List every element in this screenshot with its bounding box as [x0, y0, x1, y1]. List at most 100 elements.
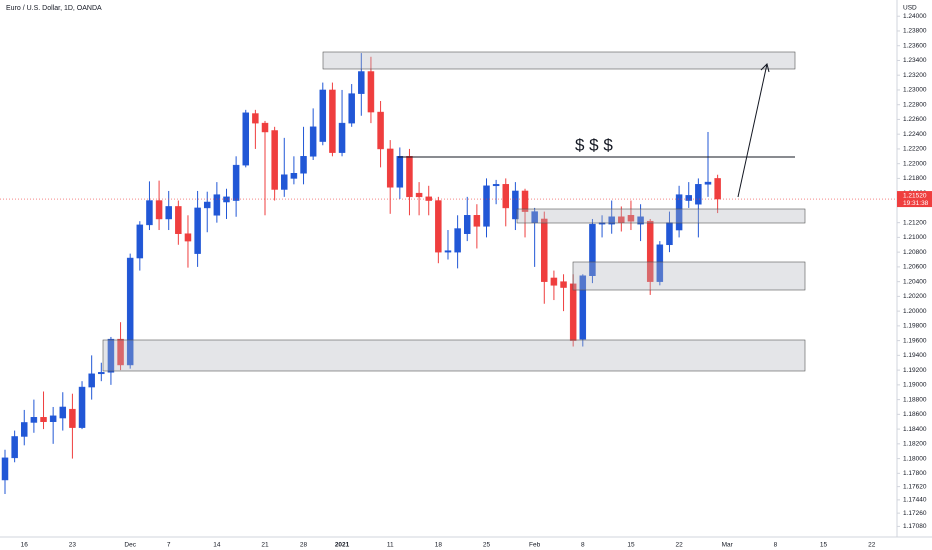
candle-body	[637, 216, 644, 225]
candle-body	[666, 222, 673, 246]
x-tick-label: Feb	[529, 542, 541, 549]
x-tick-label: 25	[483, 542, 491, 549]
axes: 1.24000 1.23800 1.23600 1.23400 1.23200 1.230…	[0, 13, 932, 549]
y-tick-label: 1.21200	[903, 219, 927, 226]
y-tick-label: 1.23800	[903, 28, 927, 35]
x-tick-label: 11	[387, 542, 394, 549]
x-tick-label: 15	[820, 542, 828, 549]
candle-body	[49, 415, 57, 422]
y-tick-label: 1.19800	[903, 323, 927, 330]
y-tick-label: 1.17080	[903, 523, 927, 530]
candle-body	[78, 386, 86, 428]
candle-body	[21, 422, 28, 437]
candle-body	[512, 190, 519, 220]
candle-body	[377, 111, 384, 150]
candle-body	[463, 215, 471, 234]
last-price-label: 1.21520	[903, 192, 927, 199]
candle-body	[252, 113, 259, 124]
candle-body	[271, 130, 278, 190]
y-tick-label: 1.18400	[903, 426, 927, 433]
y-tick-label: 1.19400	[903, 352, 927, 359]
candle-body	[261, 122, 269, 133]
x-tick-label: 14	[213, 542, 221, 549]
candle-body	[406, 156, 413, 198]
candle-body	[367, 71, 375, 113]
x-tick-label: 7	[167, 542, 171, 549]
candle-body	[309, 126, 317, 157]
candle-body	[40, 417, 47, 422]
candle-body	[203, 201, 211, 209]
candle-body	[541, 218, 548, 282]
candle-body	[30, 417, 38, 423]
y-tick-label: 1.23000	[903, 87, 927, 94]
x-tick-label: 22	[868, 542, 876, 549]
candle-body	[358, 71, 365, 94]
candle-body	[598, 222, 606, 225]
y-tick-label: 1.21000	[903, 234, 927, 241]
candle-body	[550, 277, 558, 286]
candle-body	[560, 281, 567, 288]
candle-body	[569, 283, 577, 341]
y-tick-label: 1.18800	[903, 396, 927, 403]
zone	[572, 261, 806, 291]
candle-body	[165, 206, 172, 220]
candle-body	[98, 372, 105, 375]
y-tick-label: 1.18000	[903, 455, 927, 462]
candle-body	[348, 93, 355, 124]
y-tick-label: 1.22400	[903, 131, 927, 138]
y-tick-label: 1.22800	[903, 101, 927, 108]
candle-body	[300, 156, 307, 174]
arrow-shaft	[737, 63, 768, 198]
candle-body	[386, 148, 394, 188]
x-tick-label: 18	[435, 542, 443, 549]
zone	[322, 51, 796, 70]
x-tick-label: 15	[627, 542, 635, 549]
x-tick-label: 23	[69, 542, 77, 549]
countdown-label: 19:31:38	[903, 200, 929, 207]
y-tick-label: 1.21800	[903, 175, 927, 182]
candle-body	[117, 338, 124, 366]
y-tick-label: 1.19200	[903, 367, 927, 374]
candle-body	[579, 275, 587, 340]
y-tick-label: 1.20400	[903, 278, 927, 285]
candle-body	[589, 223, 596, 276]
candle-body	[415, 192, 423, 198]
candle-body	[232, 164, 240, 201]
y-tick-label: 1.24000	[903, 13, 927, 20]
y-tick-label: 1.17260	[903, 510, 927, 517]
candle-body	[329, 89, 336, 153]
x-tick-label: 28	[300, 542, 308, 549]
candles	[1, 53, 721, 494]
candle-body	[656, 244, 664, 282]
candle-body	[242, 112, 249, 166]
candle-body	[685, 195, 692, 201]
candle-body	[502, 184, 510, 209]
candle-body	[435, 200, 442, 253]
candle-body	[531, 211, 538, 223]
candle-body	[483, 185, 490, 227]
x-tick-label: 8	[581, 542, 585, 549]
zones	[102, 51, 806, 372]
candle-body	[704, 181, 712, 185]
y-tick-label: 1.20000	[903, 308, 927, 315]
candle-body	[627, 215, 635, 222]
y-tick-label: 1.22600	[903, 116, 927, 123]
candle-body	[646, 220, 654, 282]
currency-label: USD	[903, 5, 917, 12]
y-tick-label: 1.17440	[903, 497, 927, 504]
x-tick-label: Mar	[722, 542, 734, 549]
candle-body	[396, 156, 404, 188]
x-tick-label: 8	[774, 542, 778, 549]
candle-body	[338, 122, 346, 153]
zone	[516, 208, 806, 224]
y-tick-label: 1.20800	[903, 249, 927, 256]
y-tick-label: 1.22000	[903, 160, 927, 167]
x-tick-label: 22	[675, 542, 683, 549]
candle-body	[473, 215, 481, 227]
candle-body	[213, 194, 221, 216]
y-tick-label: 1.18200	[903, 441, 927, 448]
candle-body	[521, 190, 529, 212]
y-tick-label: 1.20200	[903, 293, 927, 300]
candle-body	[695, 184, 702, 205]
